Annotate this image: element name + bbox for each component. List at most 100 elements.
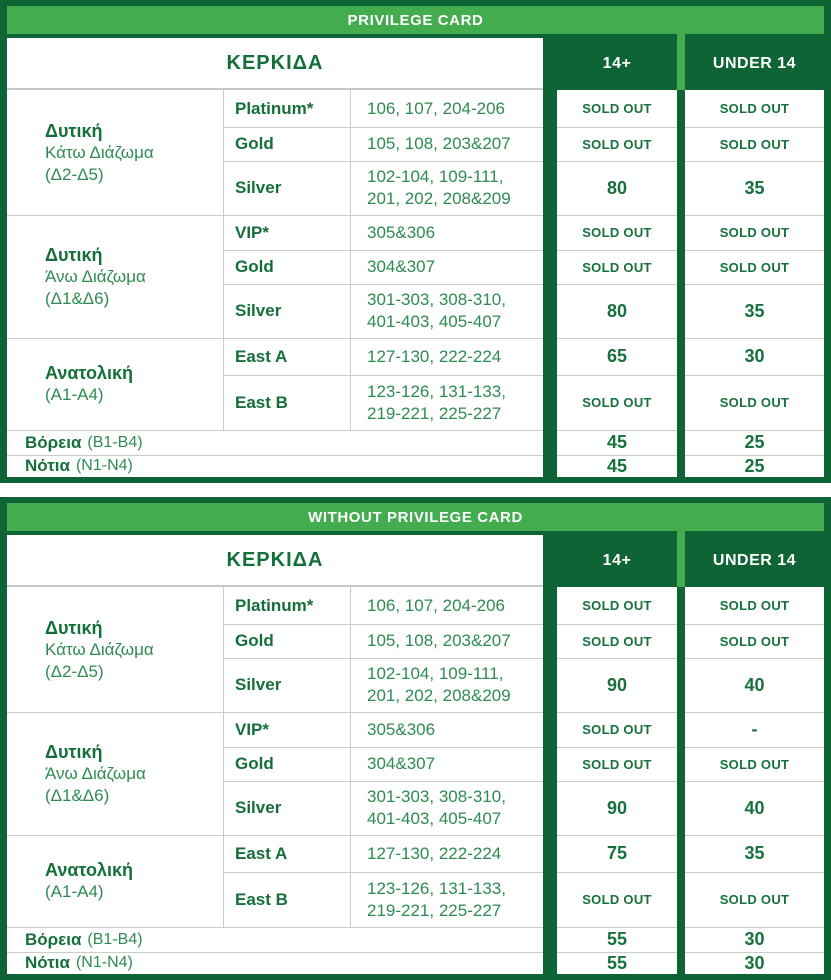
stand-column-header: ΚΕΡΚΙΔΑ	[7, 38, 543, 90]
adult-column-header: 14+	[602, 552, 632, 569]
price-cell-child: SOLD OUT	[685, 747, 824, 781]
price-cell-child: SOLD OUT	[685, 624, 824, 658]
sections-line: 105, 108, 203&207	[367, 631, 511, 650]
sections-cell: 106, 107, 204-206	[350, 587, 543, 624]
adult-price-panel: 14+ SOLD OUT SOLD OUT 90 SOLD OUT SOLD OUT 90…	[557, 535, 677, 974]
table-title-band: WITHOUT PRIVILEGE CARD	[7, 503, 824, 531]
tier-row: Platinum* 106, 107, 204-206	[223, 587, 543, 624]
price-cell-adult: SOLD OUT	[557, 250, 677, 284]
stand-footer-row: Νότια (N1-N4)	[7, 952, 543, 974]
sections-line: 301-303, 308-310,	[367, 290, 506, 309]
price-cell-adult: 65	[557, 338, 677, 375]
stand-name: Ανατολική	[45, 860, 133, 880]
sections-line: 305&306	[367, 222, 436, 242]
child-price-body: SOLD OUT SOLD OUT 35 SOLD OUT SOLD OUT 35 30 SO…	[685, 90, 824, 477]
sections-cell: 102-104, 109-111, 201, 202, 208&209	[350, 161, 543, 215]
tier-rows: VIP* 305&306 Gold 304&307 Silver 301-303…	[223, 215, 543, 338]
sections-line: 219-221, 225-227	[367, 403, 502, 423]
tier-rows: Platinum* 106, 107, 204-206 Gold 105, 10…	[223, 587, 543, 712]
price-cell-adult: 90	[557, 781, 677, 835]
stand-column-header: ΚΕΡΚΙΔΑ	[7, 535, 543, 587]
price-cell-child: 25	[685, 430, 824, 455]
footer-stand-name: Βόρεια	[25, 432, 82, 452]
stand-footer-row: Βόρεια (B1-B4)	[7, 430, 543, 455]
footer-stand-detail: (N1-N4)	[75, 954, 133, 971]
price-cell-adult: 45	[557, 430, 677, 455]
stand-footer-row: Νότια (N1-N4)	[7, 455, 543, 477]
child-column-header: UNDER 14	[712, 552, 797, 569]
sections-cell: 301-303, 308-310, 401-403, 405-407	[350, 284, 543, 338]
sections-cell: 105, 108, 203&207	[350, 624, 543, 658]
stand-detail-line: Άνω Διάζωμα	[45, 266, 146, 286]
sections-line: 102-104, 109-111,	[367, 167, 504, 186]
price-table: PRIVILEGE CARD ΚΕΡΚΙΔΑ Δυτική Κάτω Διάζω…	[0, 0, 831, 483]
price-cell-child: 30	[685, 338, 824, 375]
price-cell-adult: SOLD OUT	[557, 215, 677, 250]
sections-cell: 102-104, 109-111, 201, 202, 208&209	[350, 658, 543, 712]
sections-cell: 305&306	[350, 215, 543, 250]
tier-name-cell: Silver	[223, 781, 350, 835]
tier-rows: East A 127-130, 222-224 East B 123-126, …	[223, 338, 543, 430]
kerkida-panel: ΚΕΡΚΙΔΑ Δυτική Κάτω Διάζωμα (Δ2-Δ5) Plati…	[7, 535, 543, 974]
tier-rows: Platinum* 106, 107, 204-206 Gold 105, 10…	[223, 90, 543, 215]
table-columns: ΚΕΡΚΙΔΑ Δυτική Κάτω Διάζωμα (Δ2-Δ5) Plati…	[7, 34, 824, 477]
sections-line: 304&307	[367, 257, 436, 276]
sections-line: 102-104, 109-111,	[367, 664, 504, 683]
stand-detail-line: (Δ2-Δ5)	[45, 661, 104, 681]
sections-line: 127-130, 222-224	[367, 346, 502, 366]
tier-row: VIP* 305&306	[223, 712, 543, 747]
sections-line: 123-126, 131-133,	[367, 381, 506, 401]
sections-cell: 106, 107, 204-206	[350, 90, 543, 127]
price-cell-adult: 45	[557, 455, 677, 477]
stand-detail-line: (Δ1&Δ6)	[45, 288, 110, 308]
sections-line: 105, 108, 203&207	[367, 134, 511, 153]
tier-name-cell: Silver	[223, 658, 350, 712]
tier-name-cell: Gold	[223, 747, 350, 781]
child-price-body: SOLD OUT SOLD OUT 40- SOLD OUT 40 35 SOLD OUT 3…	[685, 587, 824, 974]
adult-price-body: SOLD OUT SOLD OUT 90 SOLD OUT SOLD OUT 90 75 SO…	[557, 587, 677, 974]
adult-price-panel: 14+ SOLD OUT SOLD OUT 80 SOLD OUT SOLD OUT 80…	[557, 38, 677, 477]
price-cell-adult: 55	[557, 927, 677, 952]
sections-line: 304&307	[367, 754, 436, 773]
sections-line: 401-403, 405-407	[367, 312, 502, 331]
sections-line: 305&306	[367, 719, 436, 739]
stand-detail-line: Κάτω Διάζωμα	[45, 142, 154, 162]
price-cell-child: 35	[685, 284, 824, 338]
tier-row: Silver 301-303, 308-310, 401-403, 405-407	[223, 284, 543, 338]
column-divider	[677, 531, 685, 974]
stand-footer-row: Βόρεια (B1-B4)	[7, 927, 543, 952]
tier-name-cell: VIP*	[223, 712, 350, 747]
tier-name-cell: East B	[223, 872, 350, 927]
price-cell-child: SOLD OUT	[685, 872, 824, 927]
sections-line: 219-221, 225-227	[367, 900, 502, 920]
tier-row: Silver 102-104, 109-111, 201, 202, 208&20…	[223, 658, 543, 712]
tier-row: East A 127-130, 222-224	[223, 835, 543, 872]
price-table: WITHOUT PRIVILEGE CARD ΚΕΡΚΙΔΑ Δυτική Κά…	[0, 497, 831, 980]
stand-name: Ανατολική	[45, 363, 133, 383]
tier-row: Gold 105, 108, 203&207	[223, 624, 543, 658]
price-cell-adult: 80	[557, 284, 677, 338]
child-column-header: UNDER 14	[712, 55, 797, 72]
stand-detail-line: Κάτω Διάζωμα	[45, 639, 154, 659]
price-cell-child: -	[685, 712, 824, 747]
price-cell-adult: 55	[557, 952, 677, 974]
price-cell-child: 40	[685, 658, 824, 712]
price-cell-child: SOLD OUT	[685, 250, 824, 284]
price-cell-child: SOLD OUT	[685, 375, 824, 430]
child-price-panel: UNDER 14 SOLD OUT SOLD OUT 40- SOLD OUT 40 35…	[685, 535, 824, 974]
kerkida-body: Δυτική Κάτω Διάζωμα (Δ2-Δ5) Platinum* 106…	[7, 90, 543, 477]
price-cell-child: 30	[685, 952, 824, 974]
table-columns: ΚΕΡΚΙΔΑ Δυτική Κάτω Διάζωμα (Δ2-Δ5) Plati…	[7, 531, 824, 974]
tier-name-cell: Platinum*	[223, 90, 350, 127]
tier-row: East B 123-126, 131-133, 219-221, 225-227	[223, 872, 543, 927]
table-title-band: PRIVILEGE CARD	[7, 6, 824, 34]
tier-row: East B 123-126, 131-133, 219-221, 225-227	[223, 375, 543, 430]
sections-line: 106, 107, 204-206	[367, 595, 506, 615]
tier-row: Gold 304&307	[223, 250, 543, 284]
tier-row: East A 127-130, 222-224	[223, 338, 543, 375]
tier-row: Gold 304&307	[223, 747, 543, 781]
tier-name-cell: East A	[223, 835, 350, 872]
kerkida-panel: ΚΕΡΚΙΔΑ Δυτική Κάτω Διάζωμα (Δ2-Δ5) Plati…	[7, 38, 543, 477]
sections-line: 201, 202, 208&209	[367, 686, 511, 705]
